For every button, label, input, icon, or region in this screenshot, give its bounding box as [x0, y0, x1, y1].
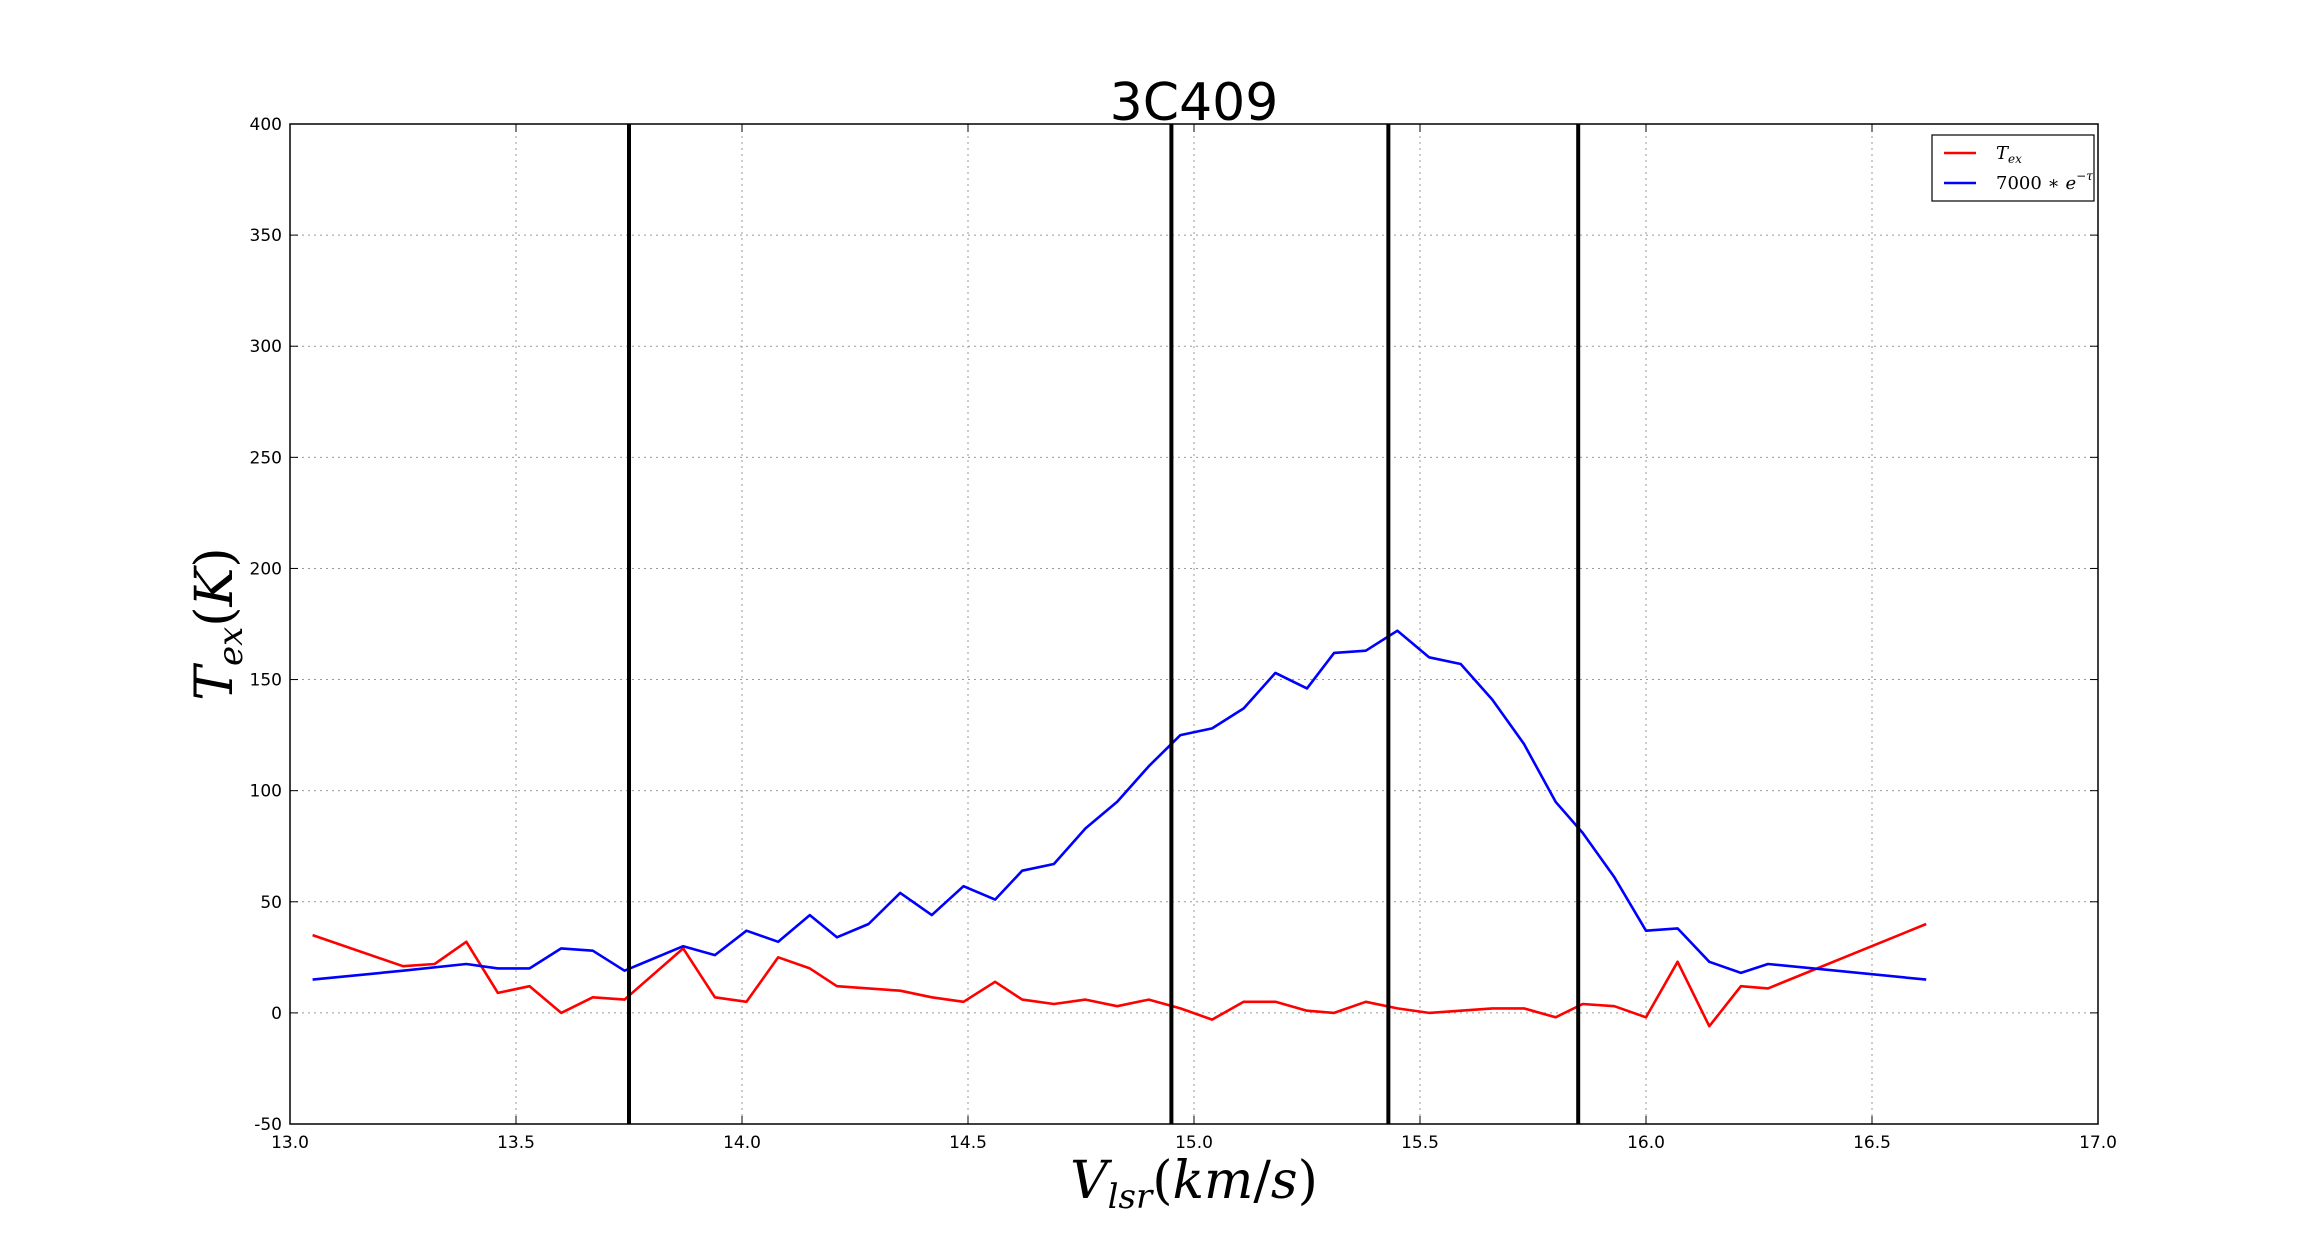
y-tick-label: 350 — [250, 226, 282, 246]
series-line-exp — [312, 629, 1927, 981]
x-tick-label: 14.0 — [723, 1133, 761, 1153]
y-tick-label: 150 — [250, 671, 282, 691]
series-layer — [312, 629, 1927, 1028]
grid-layer — [290, 124, 2098, 1124]
y-tick-label: 50 — [260, 893, 282, 913]
x-label-sub: lsr — [1108, 1177, 1154, 1217]
y-tick-label: 100 — [250, 782, 282, 802]
x-tick-label: 13.0 — [271, 1133, 309, 1153]
y-tick-label: 200 — [250, 559, 282, 579]
x-tick-label: 13.5 — [497, 1133, 535, 1153]
legend-label-exp: 7000 ∗ e−τ — [1996, 169, 2093, 194]
x-tick-label: 17.0 — [2079, 1133, 2117, 1153]
x-axis-label: Vlsr(km/s) — [1070, 1151, 1318, 1217]
x-label-unit-km: km — [1173, 1151, 1254, 1211]
y-axis-label: Tex(K) — [185, 547, 251, 700]
x-tick-label: 14.5 — [949, 1133, 987, 1153]
tick-layer: 13.0 13.5 14.0 14.5 15.0 15.5 16.0 16.5 17.0 -50 0… — [250, 115, 2117, 1153]
y-tick-label: 300 — [250, 337, 282, 357]
legend-box — [1931, 134, 2095, 202]
legend-label-tex: Tex — [1996, 143, 2022, 166]
x-tick-label: 15.0 — [1175, 1133, 1213, 1153]
y-tick-label: 250 — [250, 448, 282, 468]
vertical-markers — [627, 124, 1581, 1124]
x-label-unit: ( — [1152, 1151, 1172, 1211]
series-line-tex — [312, 922, 1927, 1028]
x-tick-label: 15.5 — [1401, 1133, 1439, 1153]
x-tick-label: 16.5 — [1853, 1133, 1891, 1153]
y-tick-label: -50 — [254, 1115, 282, 1135]
x-label-main: V — [1070, 1151, 1112, 1211]
y-tick-label: 0 — [271, 1004, 282, 1024]
legend: Tex 7000 ∗ e−τ — [1931, 134, 2095, 202]
y-tick-label: 400 — [250, 115, 282, 135]
x-tick-label: 16.0 — [1627, 1133, 1665, 1153]
chart-title: 3C409 — [1110, 73, 1279, 133]
